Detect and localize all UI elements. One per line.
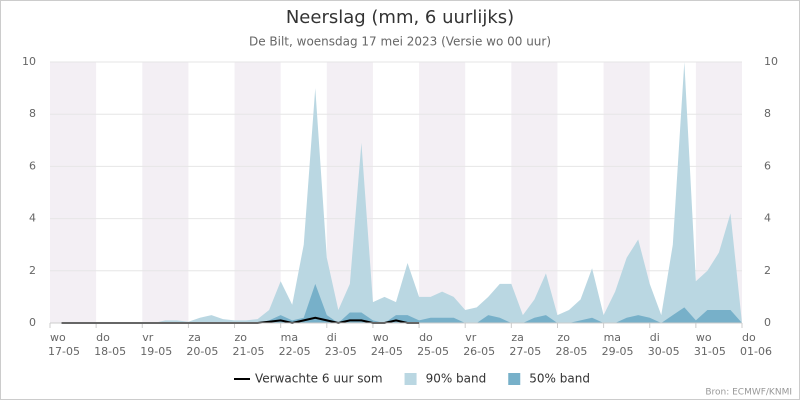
x-tick-label: 18-05 (94, 345, 126, 358)
y-tick-label: 8 (29, 107, 36, 120)
x-tick-label: 19-05 (140, 345, 172, 358)
x-weekday-label: di (650, 331, 660, 344)
area-band (50, 283, 742, 323)
chart-subtitle: De Bilt, woensdag 17 mei 2023 (Versie wo… (249, 35, 551, 49)
y-tick-label-right: 8 (764, 107, 771, 120)
legend-swatch (508, 373, 521, 385)
x-weekday-label: do (96, 331, 110, 344)
day-shade (142, 62, 189, 323)
y-tick-label: 0 (29, 316, 36, 329)
legend-swatch (404, 373, 417, 385)
x-tick-label: 25-05 (417, 345, 449, 358)
x-weekday-label: do (742, 331, 756, 344)
area-band (50, 62, 742, 323)
day-shade (50, 62, 97, 323)
x-tick-label: 17-05 (48, 345, 80, 358)
day-shade (419, 62, 466, 323)
x-weekday-label: ma (604, 331, 621, 344)
x-tick-label: 23-05 (325, 345, 357, 358)
y-tick-label-right: 10 (764, 55, 778, 68)
legend-label: 50% band (529, 372, 590, 386)
x-weekday-label: wo (50, 331, 66, 344)
x-weekday-label: vr (142, 331, 154, 344)
x-tick-label: 22-05 (279, 345, 311, 358)
x-weekday-label: wo (373, 331, 389, 344)
y-tick-label-right: 4 (764, 212, 771, 225)
x-tick-label: 21-05 (233, 345, 265, 358)
y-tick-label-right: 2 (764, 264, 771, 277)
source: Bron: ECMWF/KNMI (705, 388, 792, 398)
y-tick-label-right: 6 (764, 159, 771, 172)
x-weekday-label: za (188, 331, 201, 344)
legend-label: Verwachte 6 uur som (255, 372, 383, 386)
x-weekday-label: zo (235, 331, 248, 344)
x-weekday-label: za (511, 331, 524, 344)
x-weekday-label: zo (557, 331, 570, 344)
day-shade (234, 62, 281, 323)
x-weekday-label: ma (281, 331, 298, 344)
x-tick-label: 20-05 (186, 345, 218, 358)
y-tick-label: 10 (22, 55, 36, 68)
day-shade (511, 62, 558, 323)
x-tick-label: 31-05 (694, 345, 726, 358)
x-weekday-label: vr (465, 331, 477, 344)
x-weekday-label: di (327, 331, 337, 344)
x-tick-label: 26-05 (463, 345, 495, 358)
y-tick-label: 6 (29, 159, 36, 172)
chart-title: Neerslag (mm, 6 uurlijks) (286, 7, 514, 28)
y-tick-label: 4 (29, 212, 36, 225)
x-tick-label: 27-05 (509, 345, 541, 358)
x-tick-label: 24-05 (371, 345, 403, 358)
y-tick-label: 2 (29, 264, 36, 277)
y-tick-label-right: 0 (764, 316, 771, 329)
x-tick-label: 29-05 (602, 345, 634, 358)
x-tick-label: 30-05 (648, 345, 680, 358)
x-weekday-label: do (419, 331, 433, 344)
x-tick-label: 28-05 (555, 345, 587, 358)
x-weekday-label: wo (696, 331, 712, 344)
x-tick-label: 01-06 (740, 345, 772, 358)
legend-label: 90% band (426, 372, 487, 386)
